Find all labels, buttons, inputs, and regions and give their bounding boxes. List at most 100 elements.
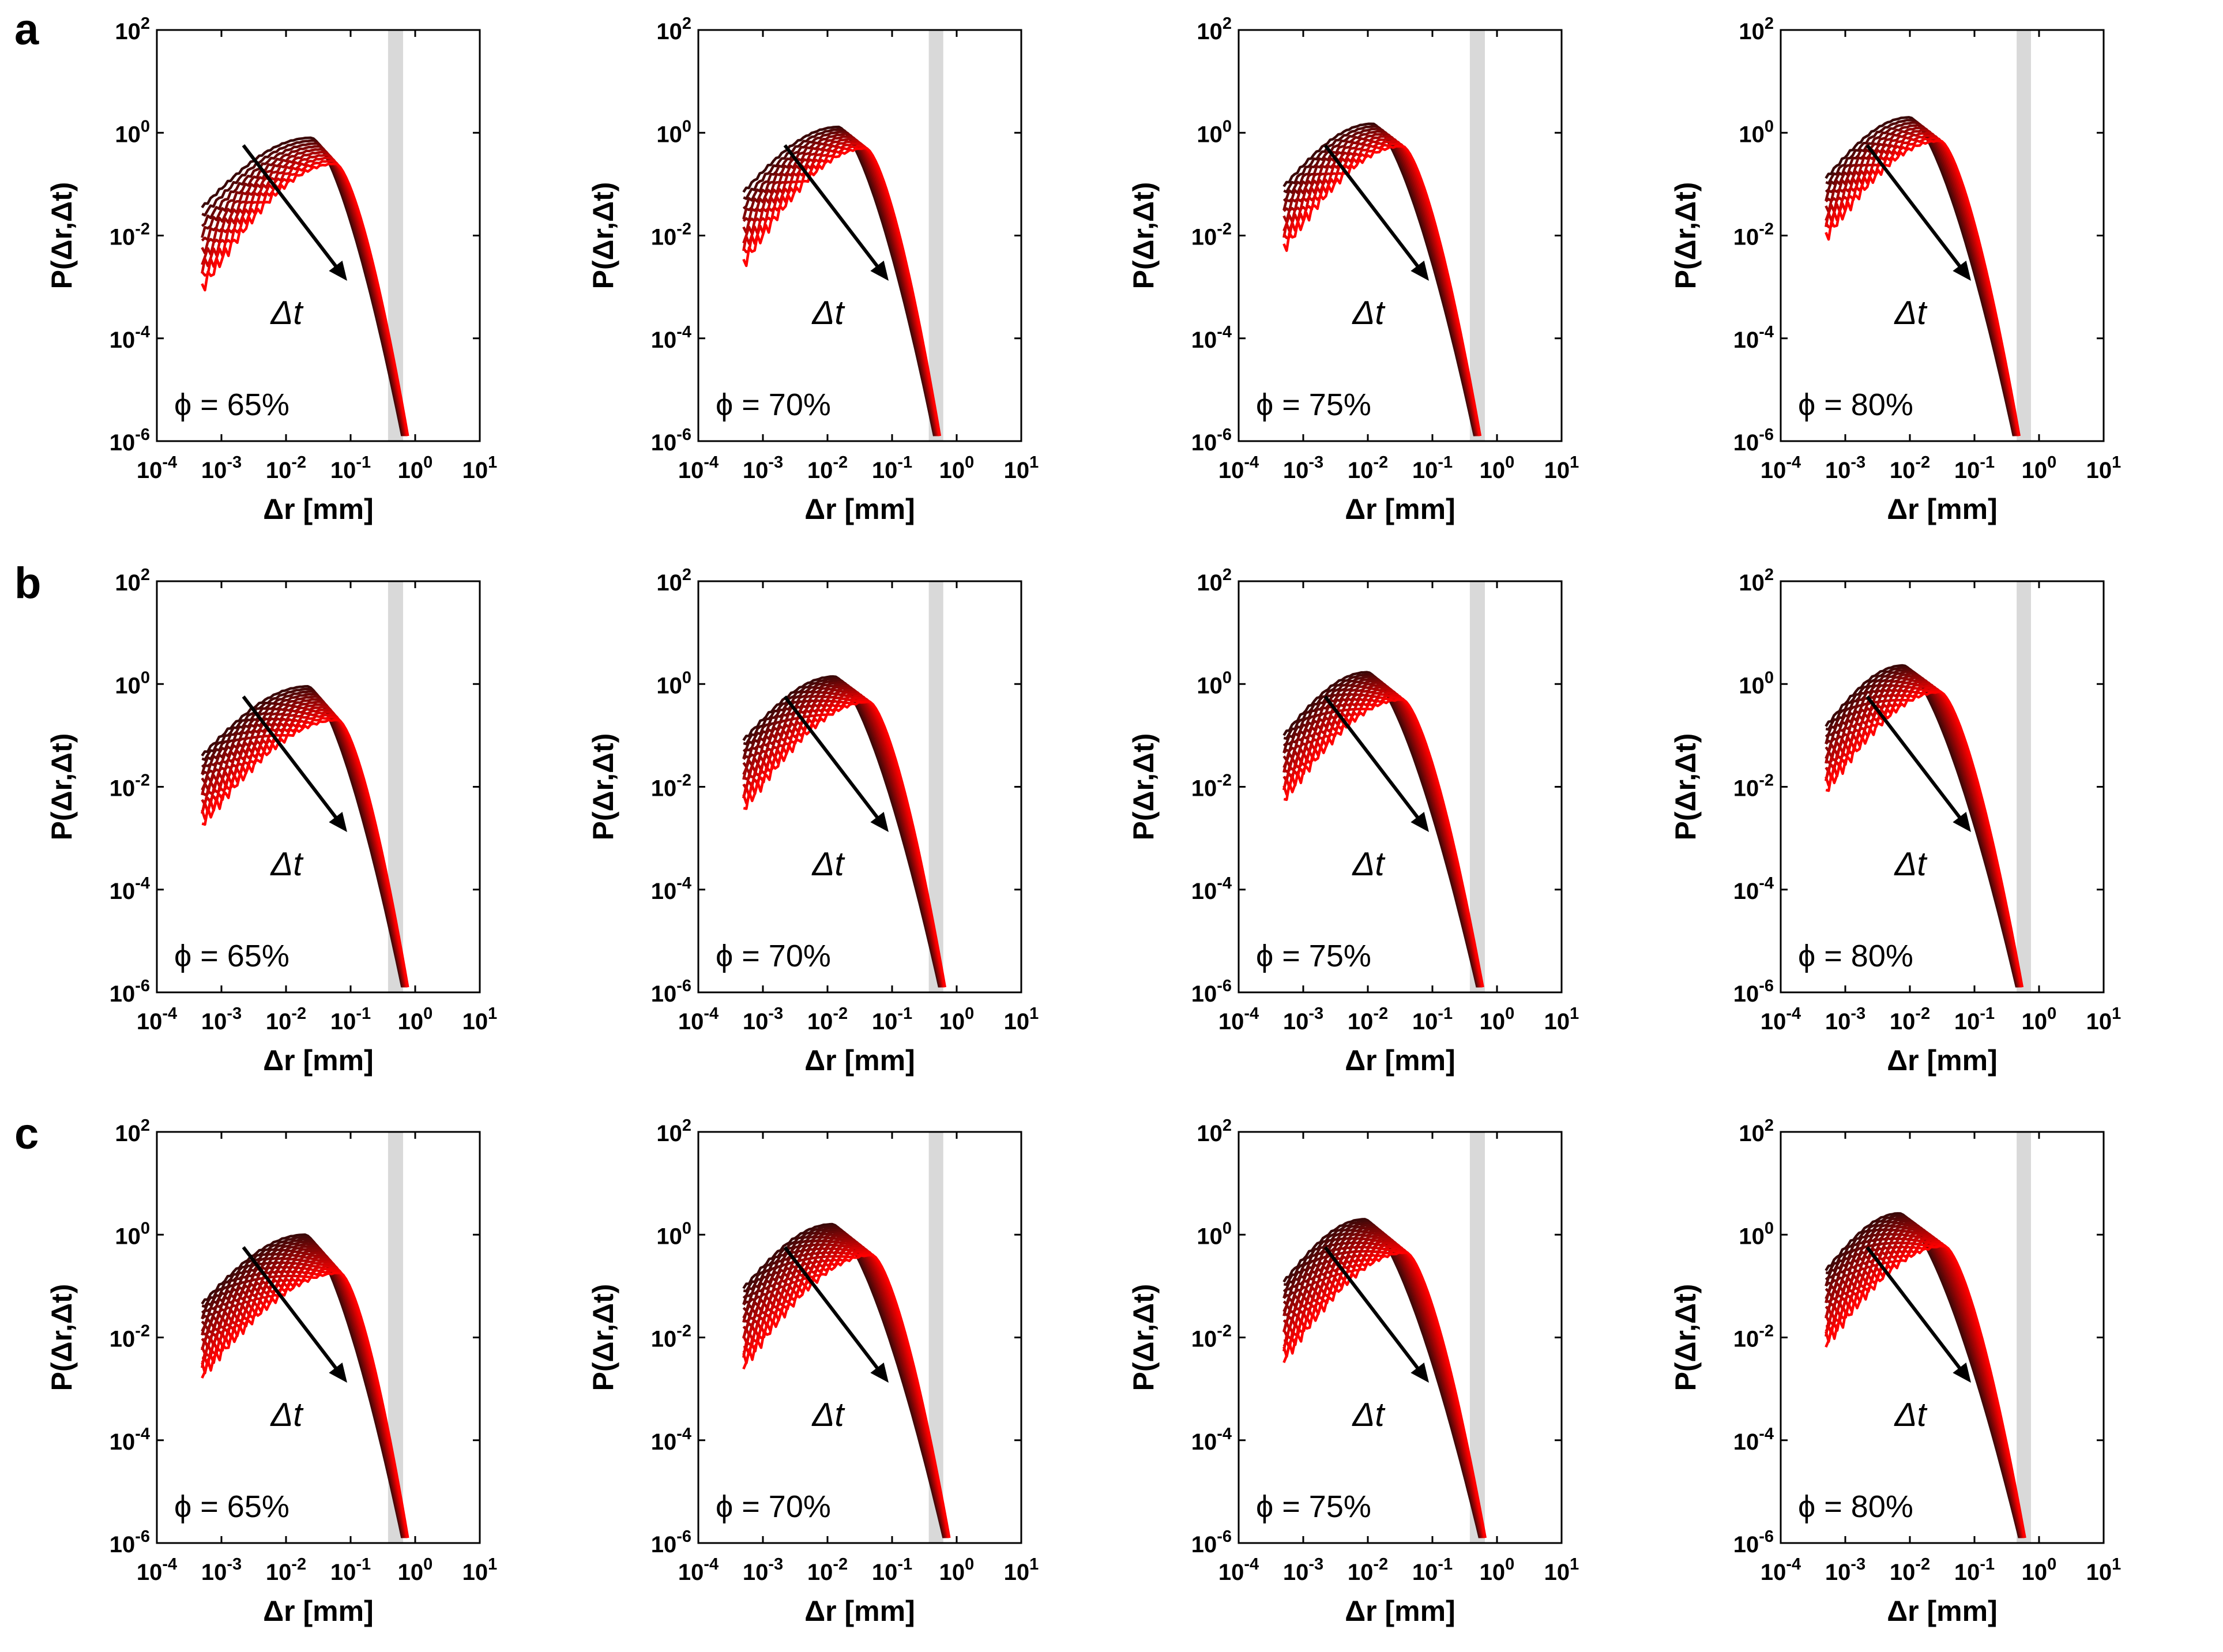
x-axis-title: Δr [mm] [1345, 493, 1455, 525]
y-axis-title: P(Δr,Δt) [1669, 1284, 1702, 1391]
x-tick-label: 101 [2086, 453, 2122, 483]
y-tick-label: 102 [656, 1116, 691, 1146]
y-tick-label: 100 [115, 668, 150, 698]
x-tick-label: 101 [1004, 453, 1039, 483]
y-tick-label: 10-6 [1733, 426, 1774, 456]
dt-curve [743, 700, 947, 988]
phi-label: ϕ = 65% [174, 1489, 289, 1524]
y-axis-title: P(Δr,Δt) [587, 1284, 619, 1391]
x-tick-label: 10-1 [330, 453, 371, 483]
x-axis-title: Δr [mm] [1887, 1044, 1998, 1077]
x-tick-label: 10-4 [1218, 453, 1259, 483]
dt-arrow-label: Δt [811, 845, 845, 883]
x-tick-label: 10-1 [1954, 1555, 1995, 1585]
x-tick-label: 10-3 [201, 453, 242, 483]
dt-arrow-label: Δt [1893, 294, 1928, 332]
dt-curve [201, 718, 409, 988]
x-tick-label: 10-4 [1761, 1004, 1801, 1034]
shaded-band [1469, 30, 1485, 441]
y-tick-label: 10-4 [651, 1425, 691, 1455]
x-tick-label: 100 [1480, 453, 1515, 483]
y-tick-label: 10-6 [1733, 1527, 1774, 1557]
dt-arrow-head [1953, 811, 1971, 832]
panel-b-70: 10-4 10-3 10-2 10-1 100 10110210010-210-410-6… [587, 566, 1039, 1077]
y-axis-title: P(Δr,Δt) [587, 182, 619, 289]
x-tick-label: 100 [398, 1004, 433, 1034]
panel-b-80: 10-4 10-3 10-2 10-1 100 10110210010-210-410-6… [1669, 566, 2121, 1077]
row-label-a: a [14, 5, 39, 54]
y-axis-title: P(Δr,Δt) [587, 733, 619, 841]
x-tick-label: 10-1 [1954, 1004, 1995, 1034]
phi-label: ϕ = 80% [1798, 387, 1913, 422]
y-tick-label: 10-2 [1733, 220, 1774, 250]
x-axis-title: Δr [mm] [263, 1044, 374, 1077]
y-tick-label: 100 [115, 117, 150, 147]
y-tick-label: 10-2 [1191, 220, 1232, 250]
y-tick-label: 102 [115, 566, 150, 596]
x-tick-label: 10-4 [678, 1004, 719, 1034]
dt-arrow-shaft [783, 1246, 882, 1373]
x-tick-label: 101 [1544, 1555, 1579, 1585]
x-tick-label: 100 [939, 1004, 975, 1034]
panel-a-80: 10-4 10-3 10-2 10-1 100 10110210010-210-410-6… [1669, 14, 2121, 525]
y-tick-label: 10-2 [1191, 772, 1232, 801]
y-tick-label: 102 [1197, 566, 1232, 596]
y-tick-label: 10-2 [651, 772, 691, 801]
y-tick-label: 102 [1739, 1116, 1774, 1146]
x-tick-label: 100 [1480, 1004, 1515, 1034]
y-tick-label: 10-2 [1733, 772, 1774, 801]
x-tick-label: 10-2 [1348, 453, 1388, 483]
shaded-band [2017, 1132, 2032, 1543]
row-label-c: c [14, 1109, 39, 1158]
y-tick-label: 10-6 [651, 1527, 691, 1557]
x-tick-label: 101 [1004, 1555, 1039, 1585]
panel-c-80: 10-4 10-3 10-2 10-1 100 10110210010-210-410-6… [1669, 1116, 2121, 1627]
dt-arrow-label: Δt [1893, 1396, 1928, 1433]
axes-box [1237, 580, 1563, 994]
dt-curve [1282, 145, 1482, 436]
y-tick-label: 10-6 [651, 426, 691, 456]
y-tick-label: 102 [656, 14, 691, 44]
panel-c-65: 10-4 10-3 10-2 10-1 100 10110210010-210-410-6… [46, 1116, 497, 1627]
y-tick-label: 102 [115, 14, 150, 44]
panel-a-65: 10-4 10-3 10-2 10-1 100 10110210010-210-410-6… [46, 14, 497, 525]
dt-curve [1282, 142, 1481, 436]
row-label-b: b [14, 559, 42, 608]
dt-arrow-head [1410, 1362, 1429, 1383]
y-tick-label: 10-2 [1191, 1322, 1232, 1352]
x-tick-label: 10-1 [1412, 453, 1453, 483]
x-tick-label: 10-4 [137, 1004, 177, 1034]
x-tick-label: 10-1 [1412, 1555, 1453, 1585]
dt-arrow-head [1410, 811, 1429, 832]
y-tick-label: 102 [1197, 14, 1232, 44]
y-axis-title: P(Δr,Δt) [46, 182, 78, 289]
y-tick-label: 10-4 [1733, 323, 1774, 353]
dt-curve [1282, 140, 1481, 436]
x-tick-label: 100 [398, 453, 433, 483]
y-axis-title: P(Δr,Δt) [1669, 182, 1702, 289]
y-tick-label: 100 [1739, 117, 1774, 147]
y-tick-label: 10-6 [1191, 1527, 1232, 1557]
dt-arrow-shaft [783, 695, 882, 823]
dt-curve [1825, 139, 2021, 436]
y-axis-title: P(Δr,Δt) [1127, 1284, 1160, 1391]
x-tick-label: 10-3 [201, 1555, 242, 1585]
dt-arrow-shaft [1323, 695, 1423, 823]
y-tick-label: 100 [656, 117, 691, 147]
x-tick-label: 10-4 [137, 1555, 177, 1585]
x-tick-label: 10-2 [1890, 453, 1930, 483]
x-tick-label: 100 [939, 453, 975, 483]
dt-arrow-shaft [1865, 1246, 1965, 1373]
x-tick-label: 10-1 [872, 453, 912, 483]
x-tick-label: 10-2 [1348, 1004, 1388, 1034]
y-axis-title: P(Δr,Δt) [46, 733, 78, 841]
dt-arrow-shaft [1323, 144, 1423, 272]
x-tick-label: 10-3 [1283, 1555, 1323, 1585]
x-tick-label: 10-3 [1283, 453, 1323, 483]
x-axis-title: Δr [mm] [1887, 1595, 1998, 1627]
dt-arrow-head [1410, 260, 1429, 281]
x-tick-label: 10-1 [1954, 453, 1995, 483]
y-tick-label: 10-4 [1191, 1425, 1232, 1455]
